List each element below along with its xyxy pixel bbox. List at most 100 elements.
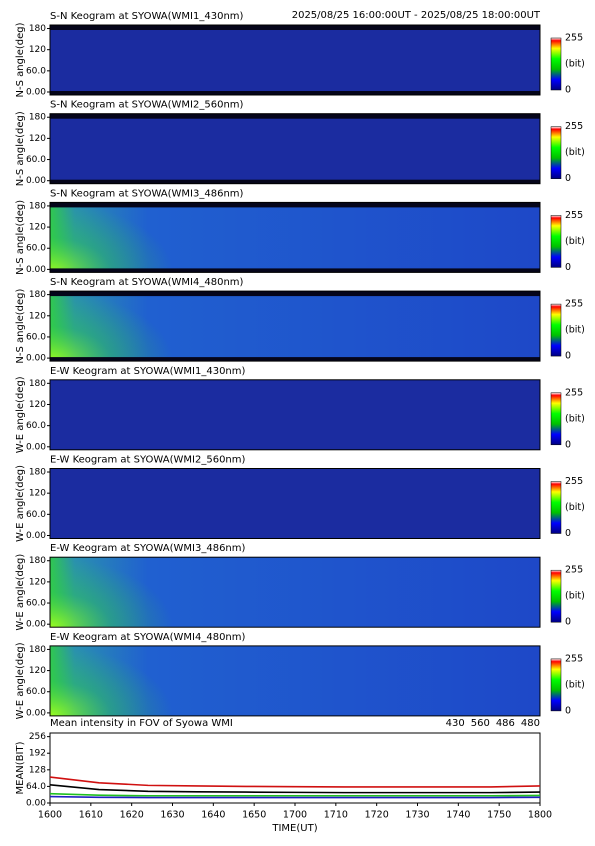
y-tick-label: 60.0 bbox=[26, 155, 46, 165]
colorbar bbox=[550, 569, 562, 623]
keogram-image bbox=[50, 113, 540, 184]
y-tick-label: 0.00 bbox=[26, 531, 46, 541]
x-tick-label: 1750 bbox=[487, 810, 511, 821]
colorbar-unit: (bit) bbox=[565, 325, 585, 336]
keogram-frame bbox=[49, 290, 541, 362]
y-tick-label: 120 bbox=[29, 45, 46, 55]
colorbar-min: 0 bbox=[565, 262, 571, 273]
y-tick-label: 60.0 bbox=[26, 332, 46, 342]
keogram-image bbox=[50, 468, 540, 539]
x-tick-label: 1610 bbox=[79, 810, 103, 821]
x-tick-label: 1800 bbox=[528, 810, 552, 821]
y-tick-label: 180 bbox=[29, 290, 46, 300]
legend-entry: 430 bbox=[446, 718, 465, 729]
series-line bbox=[49, 776, 541, 788]
period: 2025/08/25 16:00:00UT - 2025/08/25 18:00… bbox=[292, 10, 541, 21]
keogram-title: E-W Keogram at SYOWA(WMI3_486nm) bbox=[50, 543, 246, 554]
y-axis-label: W-E angle(deg) bbox=[15, 642, 26, 719]
keogram-edge bbox=[50, 91, 540, 95]
x-tick-label: 1600 bbox=[38, 810, 62, 821]
y-tick-label: 60.0 bbox=[26, 599, 46, 609]
y-tick-label: 0.00 bbox=[26, 265, 46, 275]
keogram-title: S-N Keogram at SYOWA(WMI1_430nm) bbox=[50, 11, 244, 22]
y-tick-label: 180 bbox=[29, 113, 46, 123]
y-tick-label: 60.0 bbox=[26, 687, 46, 697]
x-tick-label: 1730 bbox=[405, 810, 429, 821]
keogram-glow bbox=[50, 645, 173, 716]
y-tick-label: 192 bbox=[29, 749, 46, 759]
y-axis-label: W-E angle(deg) bbox=[15, 465, 26, 542]
y-tick-label: 180 bbox=[29, 468, 46, 478]
legend-entry: 486 bbox=[496, 718, 515, 729]
keogram-edge bbox=[50, 291, 540, 297]
colorbar-min: 0 bbox=[565, 617, 571, 628]
colorbar-min: 0 bbox=[565, 173, 571, 184]
colorbar-max: 255 bbox=[565, 33, 583, 44]
y-tick-label: 0.00 bbox=[26, 620, 46, 630]
y-axis-label: W-E angle(deg) bbox=[15, 376, 26, 453]
colorbar bbox=[550, 126, 562, 179]
y-axis-label: N-S angle(deg) bbox=[15, 22, 26, 97]
colorbar-max: 255 bbox=[565, 565, 583, 576]
colorbar bbox=[550, 658, 562, 712]
colorbar bbox=[550, 37, 562, 91]
keogram-glow bbox=[50, 291, 173, 362]
colorbar bbox=[550, 215, 562, 268]
series-line bbox=[49, 784, 541, 794]
y-tick-label: 128 bbox=[29, 765, 46, 775]
keogram-title: S-N Keogram at SYOWA(WMI3_486nm) bbox=[50, 188, 244, 199]
keogram-edge bbox=[50, 113, 540, 119]
x-tick-label: 1740 bbox=[446, 810, 470, 821]
y-tick-label: 180 bbox=[29, 645, 46, 655]
colorbar-max: 255 bbox=[565, 387, 583, 398]
keogram-frame bbox=[49, 645, 541, 717]
colorbar-unit: (bit) bbox=[565, 236, 585, 247]
colorbar-min: 0 bbox=[565, 85, 571, 96]
y-tick-label: 0.00 bbox=[26, 708, 46, 718]
chart-title: Mean intensity in FOV of Syowa WMI bbox=[50, 718, 233, 729]
keogram-frame bbox=[49, 113, 541, 185]
colorbar-min: 0 bbox=[565, 351, 571, 362]
y-tick-label: 120 bbox=[29, 489, 46, 499]
y-tick-label: 60.0 bbox=[26, 510, 46, 520]
colorbar-min: 0 bbox=[565, 439, 571, 450]
y-tick-label: 180 bbox=[29, 24, 46, 34]
y-tick-label: 0.00 bbox=[26, 354, 46, 364]
colorbar-unit: (bit) bbox=[565, 59, 585, 70]
colorbar-max: 255 bbox=[565, 653, 583, 664]
series-line bbox=[49, 792, 541, 797]
keogram-title: S-N Keogram at SYOWA(WMI4_480nm) bbox=[50, 277, 244, 288]
colorbar-min: 0 bbox=[565, 705, 571, 716]
x-tick-label: 1700 bbox=[283, 810, 307, 821]
keogram-title: E-W Keogram at SYOWA(WMI4_480nm) bbox=[50, 632, 246, 643]
colorbar-max: 255 bbox=[565, 210, 583, 221]
y-tick-label: 60.0 bbox=[26, 244, 46, 254]
y-tick-label: 120 bbox=[29, 311, 46, 321]
colorbar bbox=[550, 481, 562, 534]
keogram-frame bbox=[49, 379, 541, 451]
keogram-title: E-W Keogram at SYOWA(WMI2_560nm) bbox=[50, 455, 246, 466]
keogram-edge bbox=[50, 202, 540, 208]
legend-entry: 560 bbox=[471, 718, 490, 729]
y-axis-label: N-S angle(deg) bbox=[15, 111, 26, 186]
y-tick-label: 60.0 bbox=[26, 421, 46, 431]
colorbar-unit: (bit) bbox=[565, 591, 585, 602]
y-tick-label: 0.00 bbox=[26, 176, 46, 186]
keogram-title: S-N Keogram at SYOWA(WMI2_560nm) bbox=[50, 100, 244, 111]
y-axis-label: MEAN(BIT) bbox=[15, 741, 26, 794]
y-tick-label: 180 bbox=[29, 379, 46, 389]
y-tick-label: 120 bbox=[29, 577, 46, 587]
y-tick-label: 120 bbox=[29, 400, 46, 410]
keogram-edge bbox=[50, 268, 540, 273]
y-tick-label: 0.00 bbox=[26, 799, 46, 809]
keogram-frame bbox=[49, 24, 541, 96]
colorbar-max: 255 bbox=[565, 121, 583, 132]
colorbar-unit: (bit) bbox=[565, 413, 585, 424]
x-tick-label: 1710 bbox=[324, 810, 348, 821]
keogram-edge bbox=[50, 179, 540, 184]
y-tick-label: 64.0 bbox=[26, 782, 46, 792]
y-tick-label: 120 bbox=[29, 223, 46, 233]
y-tick-label: 0.00 bbox=[26, 88, 46, 98]
keogram-frame bbox=[49, 201, 541, 273]
